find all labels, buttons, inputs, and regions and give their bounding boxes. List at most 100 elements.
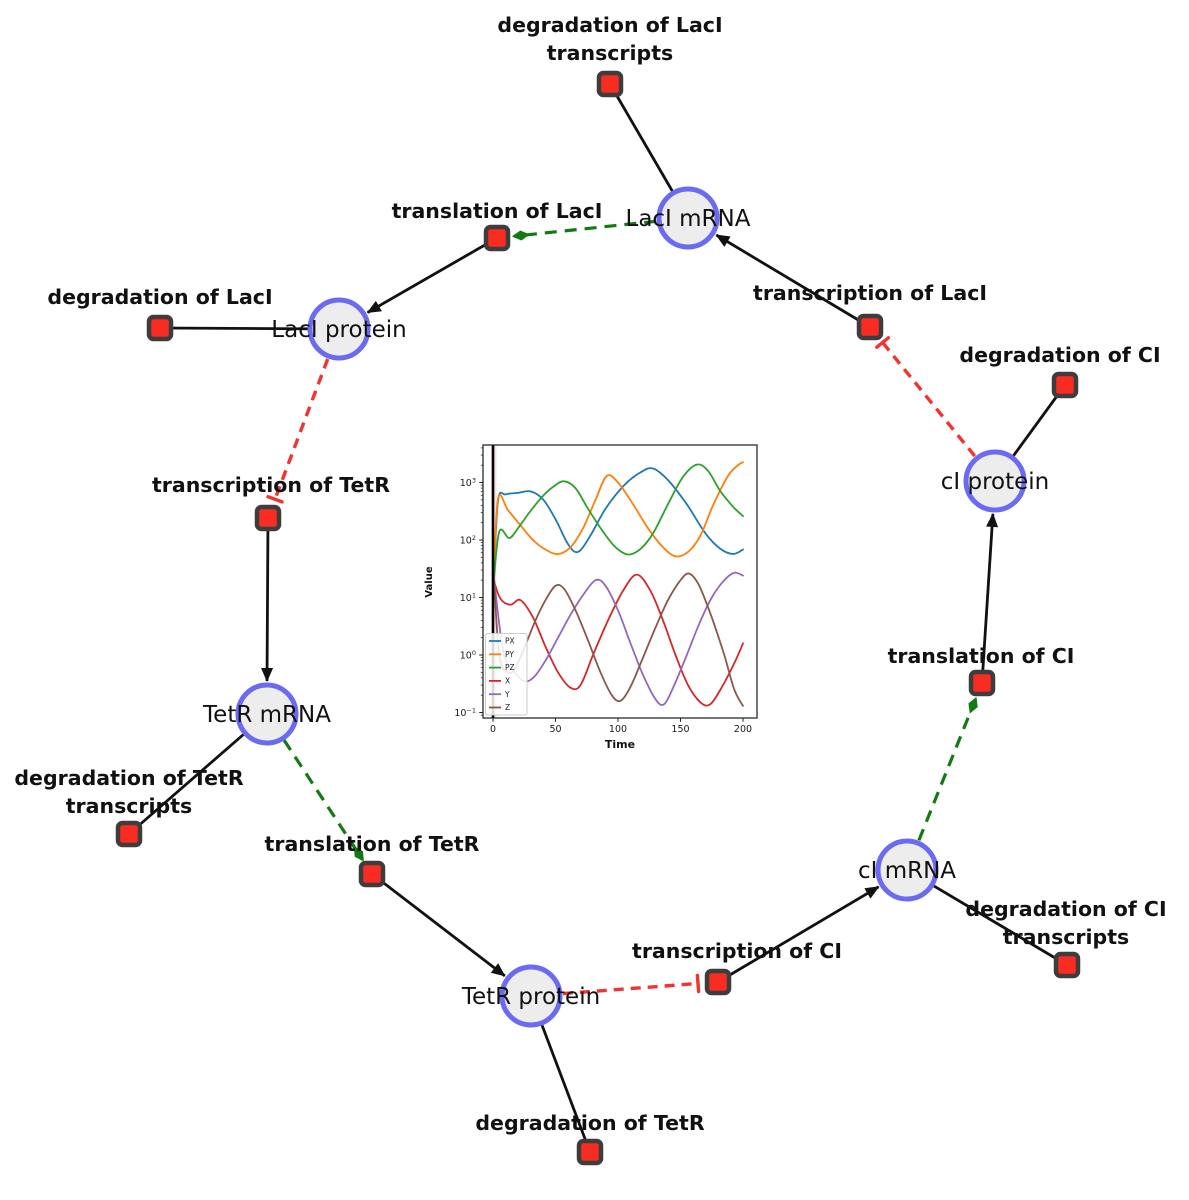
chart-y-tick-label: 102: [460, 534, 476, 547]
chart-y-tick-label: 101: [460, 592, 476, 605]
modifier-edge-tetr-mrna-to-translation: [282, 739, 365, 862]
reaction-square: [576, 1138, 604, 1166]
reaction-square: [254, 504, 282, 532]
chart-legend-label: Z: [505, 703, 510, 712]
species-circle: [499, 964, 563, 1028]
reaction-square: [968, 669, 996, 697]
reaction-label-line: translation of TetR: [265, 832, 480, 856]
chart-legend-label: PZ: [505, 663, 515, 672]
reaction-node-translation-laci[interactable]: translation of LacI: [392, 199, 603, 252]
reaction-label-line: degradation of TetR: [14, 766, 243, 790]
reaction-label-line: transcription of CI: [632, 939, 842, 963]
chart-x-tick-label: 0: [490, 724, 496, 735]
modifier-edge-ci-mrna-to-translation: [917, 696, 978, 841]
species-label: LacI protein: [271, 317, 406, 343]
species-node-laci-mrna[interactable]: LacI mRNA: [626, 186, 751, 250]
species-label: cI protein: [941, 469, 1050, 495]
reaction-square: [596, 70, 624, 98]
reaction-node-translation-ci[interactable]: translation of CI: [888, 644, 1075, 697]
reaction-node-translation-tetr[interactable]: translation of TetR: [265, 832, 480, 888]
reaction-node-deg-tetr[interactable]: degradation of TetR: [475, 1111, 705, 1166]
species-node-tetr-mrna[interactable]: TetR mRNA: [202, 682, 331, 746]
reaction-square: [358, 860, 386, 888]
reaction-square: [146, 314, 174, 342]
species-circle: [656, 186, 720, 250]
inhibition-edge-tetr-protein-to-transcription-ci: [562, 981, 699, 996]
reaction-label-line: transcription of LacI: [753, 281, 987, 305]
species-circle: [963, 449, 1027, 513]
inhibition-tbar-transcription-laci: [875, 336, 891, 349]
chart-series-PY: [492, 461, 744, 584]
timeseries-inset-chart: 0 50 100 150 200 10−1 100 101 102 103 PX PY PZ XYZ: [454, 444, 758, 735]
chart-x-tick-label: 200: [734, 724, 752, 735]
chart-x-tick-label: 100: [609, 724, 627, 735]
reaction-square: [1053, 951, 1081, 979]
species-node-tetr-protein[interactable]: TetR protein: [461, 964, 600, 1028]
reaction-label-line: degradation of LacI: [497, 13, 722, 37]
reaction-label-line: transcripts: [66, 794, 193, 818]
edge-transcription-laci-to-laci-mrna: [715, 233, 871, 329]
reaction-square: [115, 820, 143, 848]
reaction-label-line: degradation of CI: [959, 343, 1160, 367]
reaction-square: [483, 224, 511, 252]
reaction-node-deg-ci[interactable]: degradation of CI: [959, 343, 1161, 399]
chart-legend: PX PY PZ XYZ: [485, 633, 528, 716]
edge-translation-tetr-to-tetr-protein: [371, 872, 506, 978]
species-label: TetR protein: [461, 984, 600, 1010]
reaction-label-line: degradation of CI: [965, 897, 1166, 921]
edge-transcription-ci-to-ci-mrna: [717, 885, 880, 984]
species-node-ci-mrna[interactable]: cI mRNA: [858, 838, 956, 902]
chart-y-tick-label: 10−1: [454, 707, 476, 720]
chart-border: [482, 444, 758, 719]
reaction-node-transcription-tetr[interactable]: transcription of TetR: [152, 473, 390, 532]
edge-transcription-tetr-to-tetr-mrna: [261, 517, 274, 682]
reaction-node-transcription-laci[interactable]: transcription of LacI: [753, 281, 987, 341]
reaction-square: [856, 313, 884, 341]
reaction-label-line: translation of LacI: [392, 199, 603, 223]
reaction-square: [1051, 371, 1079, 399]
reaction-label-line: translation of CI: [888, 644, 1075, 668]
chart-legend-label: PY: [505, 650, 514, 659]
species-circle: [307, 297, 371, 361]
species-nodes-layer: LacI mRNA LacI protein cI protein TetR m…: [202, 186, 1050, 1028]
inhibition-edge-ci-protein-to-transcription-laci: [881, 341, 977, 458]
chart-series-Y: [492, 571, 744, 706]
chart-series-PZ: [492, 463, 744, 584]
chart-x-tick-label: 150: [671, 724, 689, 735]
inhibition-edge-laci-protein-to-transcription-tetr: [273, 358, 330, 500]
reaction-label-line: transcripts: [1003, 925, 1130, 949]
inhibition-tbar-transcription-tetr: [266, 495, 284, 504]
reaction-node-deg-tetr-transcripts[interactable]: degradation of TetR transcripts: [14, 766, 244, 848]
chart-legend-label: Y: [504, 690, 510, 699]
reaction-node-deg-laci[interactable]: degradation of LacI: [47, 285, 273, 342]
species-circle: [235, 682, 299, 746]
reaction-label-line: degradation of LacI: [47, 285, 272, 309]
chart-xlabel: Time: [605, 738, 635, 751]
reaction-square: [704, 968, 732, 996]
reaction-node-deg-ci-transcripts[interactable]: degradation of CI transcripts: [965, 897, 1167, 979]
chart-x-tick-label: 50: [549, 724, 561, 735]
species-label: cI mRNA: [858, 858, 956, 884]
chart-ylabel: Value: [424, 566, 435, 597]
edge-translation-laci-to-laci-protein: [366, 236, 498, 314]
reaction-label-line: transcripts: [547, 41, 674, 65]
reaction-label-line: degradation of TetR: [475, 1111, 704, 1135]
chart-y-tick-label: 103: [460, 477, 476, 490]
species-label: LacI mRNA: [626, 206, 751, 232]
reaction-label-line: transcription of TetR: [152, 473, 390, 497]
species-node-ci-protein[interactable]: cI protein: [941, 449, 1050, 513]
species-label: TetR mRNA: [202, 702, 331, 728]
edge-translation-ci-to-ci-protein: [980, 512, 999, 684]
inhibition-tbar-transcription-ci: [695, 973, 701, 994]
reaction-nodes-layer: degradation of LacI transcripts translat…: [14, 13, 1167, 1166]
species-node-laci-protein[interactable]: LacI protein: [271, 297, 407, 361]
species-circle: [875, 838, 939, 902]
reaction-node-deg-laci-transcripts[interactable]: degradation of LacI transcripts: [497, 13, 723, 98]
edges-layer: [128, 83, 1068, 1153]
chart-y-tick-label: 100: [460, 649, 476, 662]
reaction-node-transcription-ci[interactable]: transcription of CI: [632, 939, 842, 996]
modifier-edge-laci-mrna-to-translation: [511, 219, 657, 241]
chart-legend-label: X: [505, 677, 510, 686]
